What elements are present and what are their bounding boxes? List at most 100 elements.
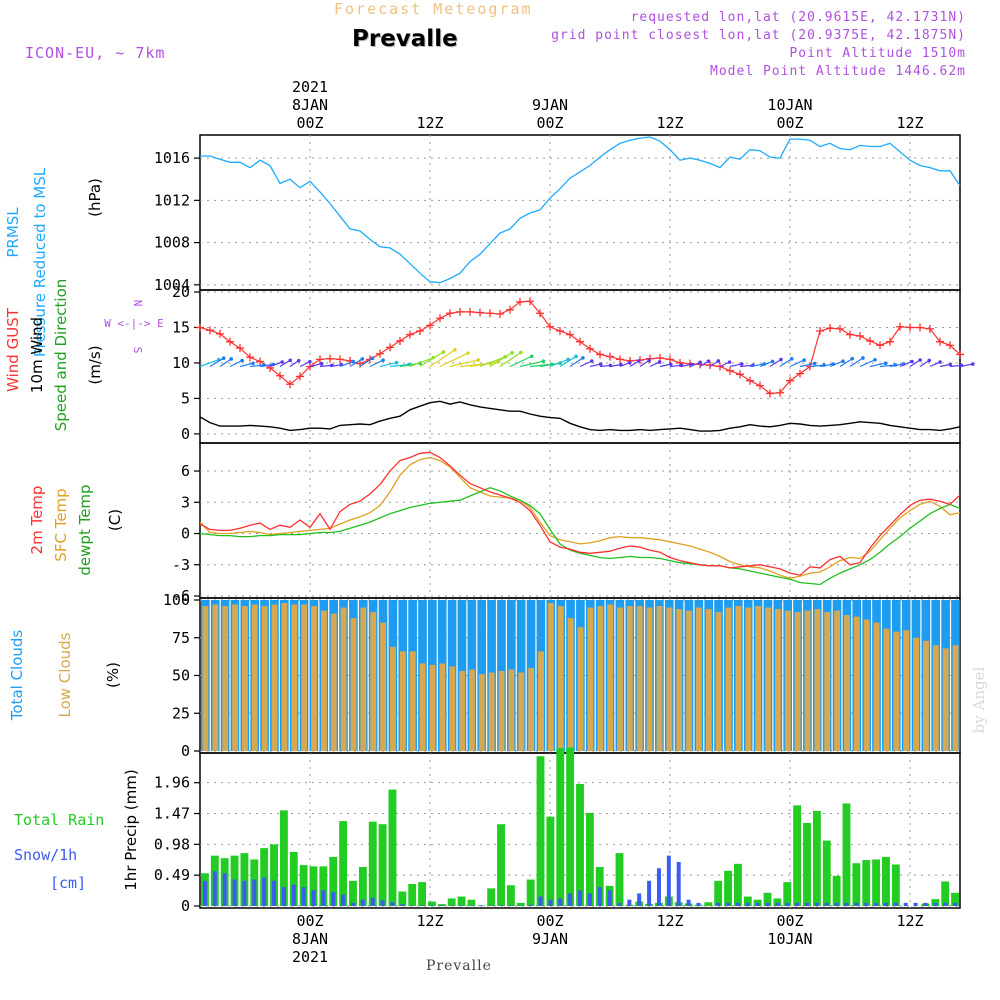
wind-arrow — [509, 355, 532, 368]
temp-2m-line — [199, 451, 961, 576]
gust-marker — [926, 324, 934, 333]
low-cloud-bar — [765, 607, 771, 751]
rain-bar — [793, 805, 802, 906]
snow-label: Snow/1h — [14, 846, 77, 864]
rain-bar — [368, 821, 377, 906]
low-cloud-bar — [538, 651, 544, 751]
snow-bar — [637, 893, 642, 906]
wind-arrow — [899, 360, 913, 368]
low-cloud-bar — [459, 670, 465, 751]
wind-arrow — [419, 351, 444, 368]
wind-arrow — [339, 361, 354, 368]
gust-marker — [456, 307, 464, 316]
snow-bar — [686, 899, 691, 906]
gust-marker — [416, 327, 424, 336]
gust-marker — [386, 343, 394, 352]
snow-bar — [666, 855, 671, 906]
wind-arrow — [559, 355, 577, 368]
wind-arrow — [689, 361, 701, 368]
gust-marker — [576, 337, 584, 346]
snow-bar — [350, 902, 355, 906]
time-tick-label: 12Z — [896, 114, 923, 132]
gust-marker — [436, 314, 444, 323]
time-tick-label: 8JAN — [292, 930, 328, 948]
time-tick-label: 00Z — [296, 912, 323, 930]
gust-marker — [326, 354, 334, 363]
wind-arrow-head — [948, 362, 953, 367]
time-tick-label: 9JAN — [532, 930, 568, 948]
low-cloud-bar — [439, 663, 446, 751]
snow-bar — [301, 887, 306, 906]
wind-arrow — [869, 362, 886, 368]
wind-y-axis: 0 5 10 15 20 — [172, 283, 960, 443]
gust-marker — [286, 380, 294, 389]
rain-bar — [773, 898, 782, 906]
gust-marker — [196, 323, 204, 332]
snow-bar — [281, 887, 286, 906]
gust-marker — [276, 371, 284, 380]
sfc-temp-line — [199, 456, 961, 579]
wind-arrow-head — [221, 356, 226, 360]
pressure-label-2: Pressure Reduced to MSL — [31, 167, 49, 357]
snow-bar — [518, 905, 523, 906]
wind-arrow-head — [453, 348, 457, 352]
rain-bar — [526, 879, 535, 906]
rain-bar — [437, 904, 446, 906]
rain-bar — [418, 882, 427, 906]
y-tick-label: 75 — [172, 629, 190, 647]
wind-arrow — [929, 361, 941, 368]
wind-arrow-head — [529, 354, 534, 359]
rain-bar — [299, 865, 308, 906]
wind-arrow-head — [381, 358, 385, 363]
low-cloud-bar — [370, 612, 377, 751]
gust-marker — [496, 309, 504, 318]
low-cloud-bar — [903, 630, 910, 751]
wind-arrow-head — [883, 361, 888, 366]
gust-marker — [606, 352, 614, 361]
wind-arrow-head — [574, 354, 578, 359]
low-cloud-bar — [399, 651, 406, 751]
snow-bar — [331, 892, 336, 906]
low-cloud-bar — [597, 606, 604, 751]
y-tick-label: 0 — [181, 525, 190, 543]
snow-bar — [489, 905, 494, 906]
y-tick-label: 100 — [163, 591, 190, 609]
snow-bar — [252, 879, 257, 906]
wind-arrow-head — [351, 359, 355, 364]
gust-marker — [786, 376, 794, 385]
low-cloud-bar — [241, 606, 248, 751]
snow-bar — [578, 890, 582, 906]
snow-bar — [587, 893, 592, 906]
snow-bar — [824, 902, 829, 906]
rain-bar — [339, 821, 348, 906]
y-tick-label: 1004 — [154, 276, 190, 294]
gust-marker — [746, 376, 754, 385]
low-cloud-bar — [617, 607, 623, 751]
snow-bar — [775, 902, 780, 906]
wind-arrow — [679, 363, 692, 368]
gust-marker — [556, 327, 564, 336]
rain-bar — [733, 863, 742, 906]
snow-bar — [321, 890, 326, 906]
wind-arrow-head — [850, 356, 855, 361]
gust-marker — [946, 341, 954, 350]
snow-bar — [212, 871, 217, 906]
time-tick-label: 00Z — [776, 114, 803, 132]
wind-arrow — [589, 363, 601, 368]
low-cloud-bar — [932, 645, 939, 751]
snow-bar — [548, 899, 553, 906]
gust-marker — [836, 324, 844, 333]
low-cloud-bar — [626, 606, 633, 751]
snow-bar — [755, 902, 760, 906]
wind-arrow — [879, 364, 896, 368]
gust-marker — [756, 381, 764, 390]
gust-marker — [246, 353, 254, 362]
wind-arrow — [839, 358, 853, 368]
gust-marker — [446, 309, 454, 318]
snow-bar — [262, 877, 267, 906]
wind-arrow-head — [779, 357, 783, 362]
gust-marker — [906, 323, 914, 332]
wind-arrow-head — [716, 359, 721, 363]
snow-bar — [508, 905, 513, 906]
low-cloud-bar — [567, 618, 574, 751]
